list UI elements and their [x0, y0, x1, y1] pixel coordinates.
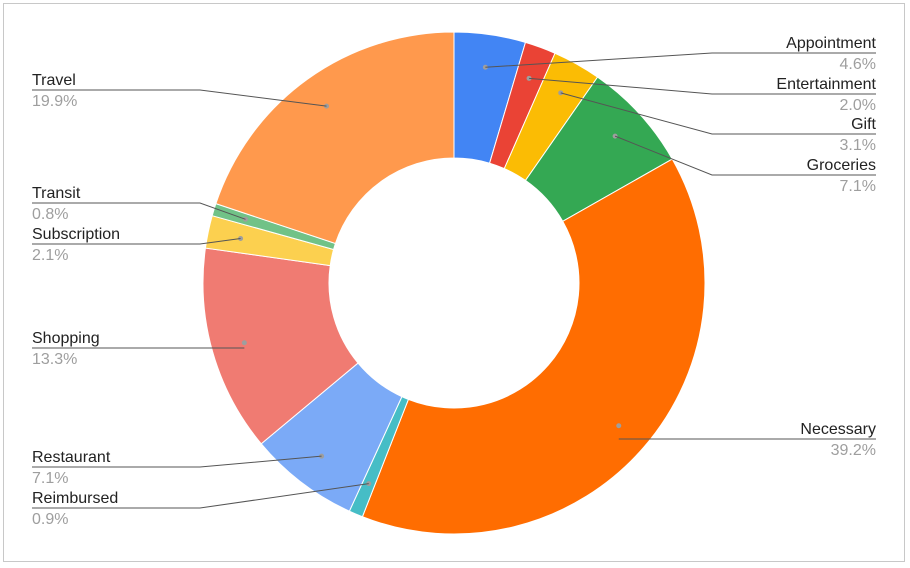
slice-travel[interactable]	[215, 31, 455, 245]
slice-percent-necessary: 39.2%	[831, 442, 876, 459]
slice-necessary[interactable]	[361, 158, 706, 535]
chart-slices	[202, 31, 706, 535]
chart-labels: Appointment 4.6% Entertainment 2.0% Gift 3.1%…	[32, 35, 877, 528]
slice-label-travel: Travel	[32, 72, 76, 89]
leader-dot-shopping	[241, 340, 247, 346]
slice-percent-appointment: 4.6%	[840, 56, 876, 73]
slice-percent-groceries: 7.1%	[840, 178, 876, 195]
slice-label-reimbursed: Reimbursed	[32, 490, 118, 507]
leader-line-entertainment	[529, 77, 876, 95]
leader-line-appointment	[485, 52, 876, 68]
slice-percent-gift: 3.1%	[840, 137, 876, 154]
slice-label-necessary: Necessary	[800, 421, 876, 438]
slice-percent-subscription: 2.1%	[32, 247, 68, 264]
leader-line-subscription	[32, 238, 241, 245]
slice-percent-restaurant: 7.1%	[32, 470, 68, 487]
slice-percent-entertainment: 2.0%	[840, 97, 876, 114]
chart-leader-lines	[32, 52, 876, 509]
leader-line-reimbursed	[32, 483, 369, 509]
leader-line-transit	[32, 202, 246, 220]
slice-percent-reimbursed: 0.9%	[32, 511, 68, 528]
slice-label-groceries: Groceries	[807, 157, 876, 174]
leader-line-restaurant	[32, 455, 322, 468]
leader-line-gift	[560, 92, 876, 135]
slice-label-gift: Gift	[851, 116, 876, 133]
leader-line-travel	[32, 89, 327, 107]
slice-label-transit: Transit	[32, 185, 81, 202]
slice-percent-transit: 0.8%	[32, 206, 68, 223]
slice-label-restaurant: Restaurant	[32, 449, 111, 466]
slice-percent-shopping: 13.3%	[32, 351, 77, 368]
slice-percent-travel: 19.9%	[32, 93, 77, 110]
slice-label-entertainment: Entertainment	[776, 76, 876, 93]
leader-line-groceries	[614, 135, 876, 176]
slice-label-appointment: Appointment	[786, 35, 876, 52]
slice-label-shopping: Shopping	[32, 330, 100, 347]
leader-dot-necessary	[616, 423, 622, 429]
slice-label-subscription: Subscription	[32, 226, 120, 243]
